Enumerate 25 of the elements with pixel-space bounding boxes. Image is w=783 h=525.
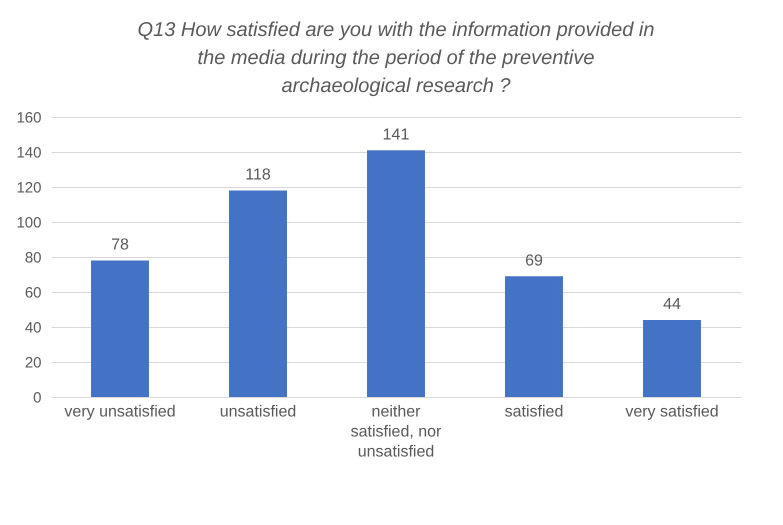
x-tick-label: very satisfied bbox=[625, 404, 719, 420]
y-tick-label: 140 bbox=[16, 144, 42, 162]
bar bbox=[367, 150, 425, 397]
data-label: 69 bbox=[525, 252, 543, 270]
y-tick-label: 160 bbox=[16, 110, 42, 126]
bar bbox=[229, 190, 287, 397]
data-label: 118 bbox=[245, 166, 271, 184]
data-label: 78 bbox=[111, 236, 129, 254]
y-tick-label: 0 bbox=[33, 390, 42, 406]
bar bbox=[505, 276, 563, 397]
bar bbox=[91, 260, 149, 397]
y-tick-label: 120 bbox=[16, 180, 42, 196]
y-tick-label: 100 bbox=[16, 214, 42, 232]
y-tick-label: 80 bbox=[24, 250, 42, 266]
data-label: 44 bbox=[663, 296, 681, 313]
y-tick-label: 40 bbox=[24, 320, 42, 336]
x-tick-label: satisfied bbox=[504, 404, 564, 420]
y-tick-label: 60 bbox=[24, 284, 42, 302]
x-tick-label: neither satisfied, nor unsatisfied bbox=[350, 404, 442, 460]
x-tick-label: unsatisfied bbox=[220, 404, 296, 420]
y-tick-label: 20 bbox=[24, 354, 42, 372]
bar bbox=[643, 320, 701, 397]
data-label: 141 bbox=[382, 126, 410, 144]
chart-title: Q13 How satisfied are you with the information provided in the media during the period of the preventive archaeological research ? bbox=[138, 19, 654, 97]
x-tick-label: very unsatisfied bbox=[64, 404, 176, 420]
